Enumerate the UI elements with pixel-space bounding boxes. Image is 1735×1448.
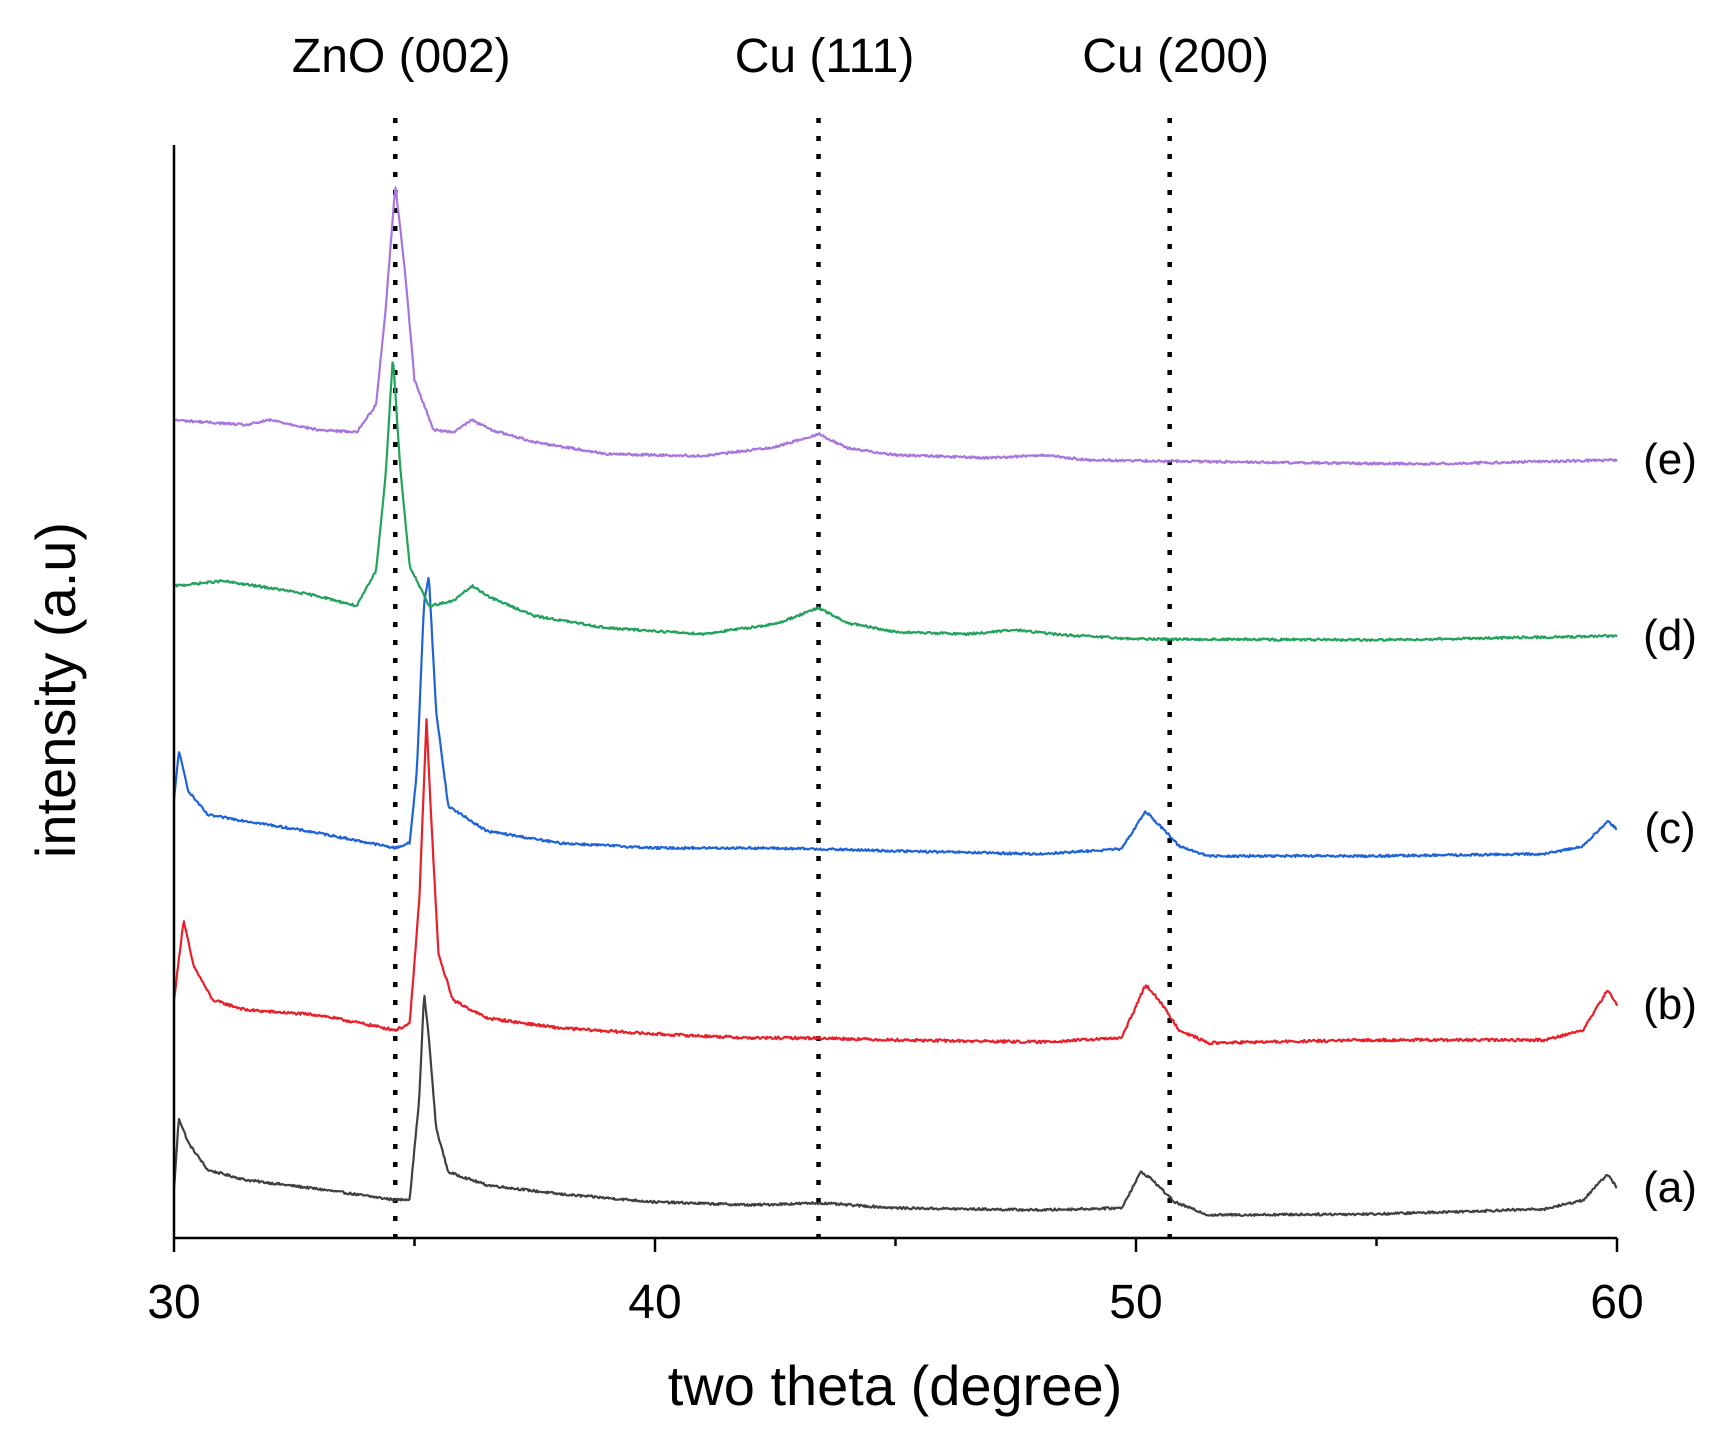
series-line (173, 361, 1618, 643)
x-tick-label: 50 (1109, 1276, 1162, 1329)
reference-label: Cu (111) (735, 30, 915, 83)
reference-labels: ZnO (002) Cu (111) Cu (200) (292, 30, 1269, 83)
x-axis-title: two theta (degree) (668, 1354, 1122, 1417)
axes (172, 145, 1617, 1240)
curve-label: (e) (1643, 435, 1697, 484)
reference-lines (393, 118, 1172, 1238)
series-line (172, 576, 1618, 859)
x-tick-label: 40 (628, 1276, 681, 1329)
curve-label: (c) (1644, 804, 1695, 853)
series-group (172, 186, 1619, 1218)
x-tick-labels: 30 40 50 60 (147, 1276, 1643, 1329)
curve-label: (b) (1643, 980, 1697, 1029)
series-line (172, 994, 1618, 1218)
x-tick-label: 30 (147, 1276, 200, 1329)
reference-label: Cu (200) (1082, 30, 1269, 83)
series-line (172, 718, 1619, 1046)
reference-label: ZnO (002) (292, 30, 511, 83)
x-ticks (172, 1238, 1619, 1252)
x-tick-label: 60 (1590, 1276, 1643, 1329)
curve-label: (d) (1643, 611, 1697, 660)
y-axis-title: intensity (a.u) (24, 522, 87, 858)
curve-label: (a) (1643, 1163, 1697, 1212)
series-line (173, 186, 1618, 467)
curve-labels: (a) (b) (c) (d) (e) (1643, 435, 1697, 1212)
